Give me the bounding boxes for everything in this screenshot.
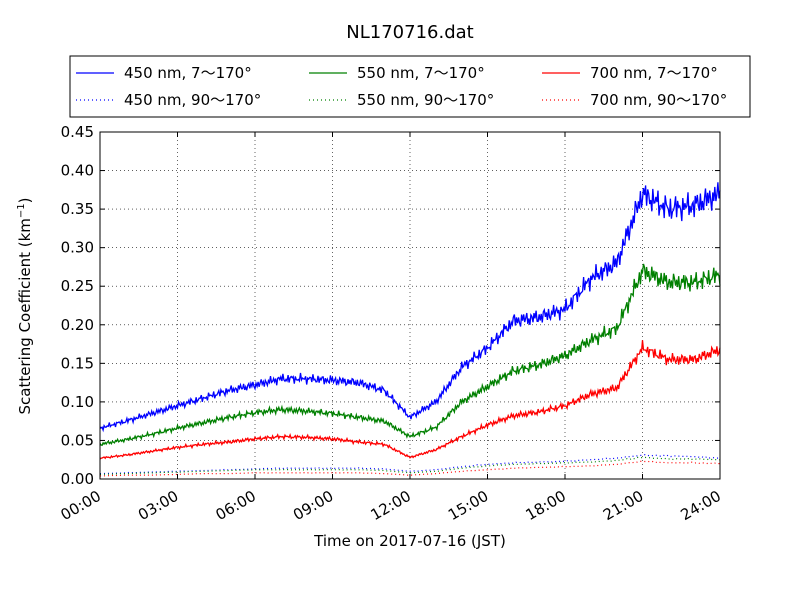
legend-box xyxy=(69,55,751,118)
y-axis-label: Scattering Coefficient (km−1) xyxy=(16,197,34,414)
y-tick-label: 0.35 xyxy=(61,200,94,218)
y-axis-label-main: Scattering Coefficient (km xyxy=(16,218,34,414)
legend: 450 nm, 7～170° 550 nm, 7～170° 700 nm, 7～17… xyxy=(69,55,751,118)
legend-label-0: 450 nm, 7～170° xyxy=(124,64,252,82)
y-tick-label: 0.40 xyxy=(61,162,94,180)
y-tick-label: 0.30 xyxy=(61,239,94,257)
y-tick-label: 0.05 xyxy=(61,431,94,449)
y-tick-label: 0.45 xyxy=(61,123,94,141)
x-axis-label: Time on 2017-07-16 (JST) xyxy=(313,532,506,550)
series-line-0 xyxy=(99,182,721,433)
y-tick-label: 0.00 xyxy=(61,470,94,488)
y-axis-label-exponent: −1 xyxy=(16,203,27,218)
y-axis-label-close: ) xyxy=(16,197,34,203)
legend-label-2: 700 nm, 7～170° xyxy=(590,64,718,82)
series-line-2 xyxy=(99,340,721,460)
legend-label-3: 450 nm, 90～170° xyxy=(124,91,261,109)
y-tick-label: 0.15 xyxy=(61,354,94,372)
series-line-3 xyxy=(100,453,721,475)
series-lines xyxy=(99,182,721,477)
plot-area xyxy=(100,132,720,479)
y-tick-label: 0.20 xyxy=(61,316,94,334)
series-line-1 xyxy=(99,263,721,447)
legend-label-1: 550 nm, 7～170° xyxy=(357,64,485,82)
y-tick-label: 0.10 xyxy=(61,393,94,411)
y-tick-label: 0.25 xyxy=(61,277,94,295)
legend-label-4: 550 nm, 90～170° xyxy=(357,91,494,109)
legend-label-5: 700 nm, 90～170° xyxy=(590,91,727,109)
chart-title: NL170716.dat xyxy=(346,22,473,43)
